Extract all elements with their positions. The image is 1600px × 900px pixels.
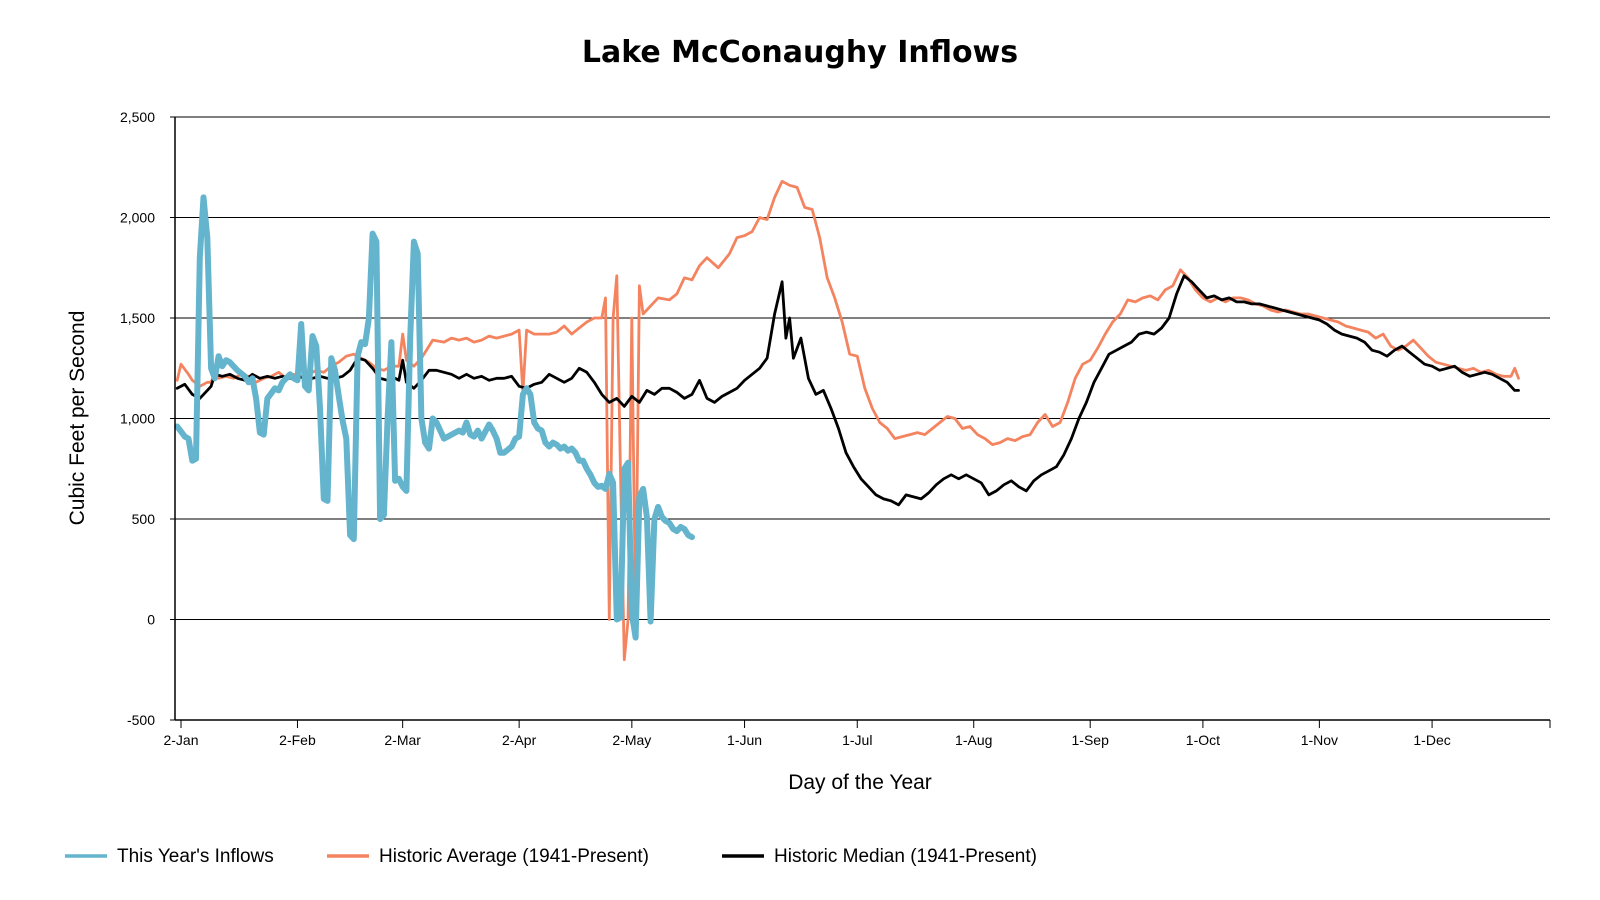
y-axis-label: Cubic Feet per Second bbox=[66, 311, 89, 526]
x-tick-label: 1-Dec bbox=[1413, 732, 1450, 748]
y-tick-label: 2,000 bbox=[120, 210, 155, 226]
y-tick-label: -500 bbox=[127, 712, 155, 728]
legend-label: This Year's Inflows bbox=[117, 846, 274, 867]
y-tick-label: 1,500 bbox=[120, 310, 155, 326]
legend: This Year's Inflows Historic Average (194… bbox=[65, 846, 1037, 867]
x-axis-label: Day of the Year bbox=[788, 771, 932, 794]
x-tick-label: 1-Sep bbox=[1072, 732, 1110, 748]
y-tick-label: 2,500 bbox=[120, 109, 155, 125]
x-tick-label: 2-Jan bbox=[163, 732, 198, 748]
series-this-year-line bbox=[174, 194, 695, 641]
series-lines bbox=[174, 179, 1520, 662]
legend-this-year: This Year's Inflows bbox=[65, 846, 274, 867]
gridlines bbox=[175, 116, 1550, 620]
x-tick-label: 1-Nov bbox=[1301, 732, 1338, 748]
x-tick-label: 1-Oct bbox=[1186, 732, 1220, 748]
y-tick-label: 0 bbox=[147, 612, 155, 628]
x-tick-label: 1-Jun bbox=[727, 732, 762, 748]
legend-label: Historic Average (1941-Present) bbox=[379, 846, 649, 867]
x-tick-label: 2-Feb bbox=[279, 732, 316, 748]
x-tick-label: 1-Jul bbox=[842, 732, 872, 748]
x-axis-ticks: 2-Jan 2-Feb 2-Mar 2-Apr 2-May 1-Jun 1-Jul 1-Aug… bbox=[163, 720, 1551, 748]
x-tick-label: 2-Apr bbox=[502, 732, 537, 748]
legend-historic-average: Historic Average (1941-Present) bbox=[327, 846, 649, 867]
y-tick-label: 1,000 bbox=[120, 411, 155, 427]
legend-historic-median: Historic Median (1941-Present) bbox=[722, 846, 1037, 867]
chart-title: Lake McConaughy Inflows bbox=[582, 35, 1018, 70]
x-tick-label: 2-Mar bbox=[384, 732, 421, 748]
y-axis-ticks: -500 0 500 1,000 1,500 2,000 2,500 bbox=[120, 109, 175, 728]
x-tick-label: 2-May bbox=[612, 732, 651, 748]
x-tick-label: 1-Aug bbox=[955, 732, 992, 748]
legend-label: Historic Median (1941-Present) bbox=[774, 846, 1037, 867]
series-historic-median-line bbox=[175, 274, 1520, 507]
y-tick-label: 500 bbox=[132, 511, 156, 527]
